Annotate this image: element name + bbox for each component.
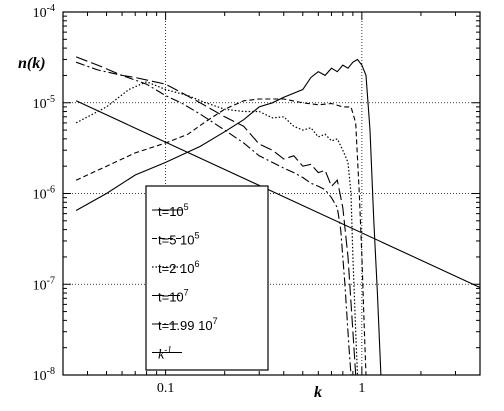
grid-lines bbox=[63, 12, 480, 375]
legend-label-0: t=105 bbox=[158, 202, 189, 219]
legend-label-5: k-1 bbox=[158, 345, 172, 363]
series-line-1 bbox=[75, 98, 367, 376]
y-tick-label-1: 10-7 bbox=[33, 275, 55, 293]
axis-ticks: 0.1 1 10-8 10-7 10-6 10-5 10-4 bbox=[33, 3, 481, 396]
legend-label-4: t=1.99 107 bbox=[158, 316, 218, 333]
series-line-0 bbox=[75, 58, 382, 376]
legend-label-2: t=2 106 bbox=[158, 259, 200, 276]
legend: t=105 t=5 105 t=2 106 t=107 t=1.99 107 k-1 bbox=[145, 185, 269, 371]
y-axis-label: n(k) bbox=[18, 55, 46, 72]
legend-box bbox=[145, 185, 269, 371]
legend-label-1: t=5 105 bbox=[158, 231, 200, 248]
x-axis-label: k bbox=[314, 384, 322, 401]
y-tick-label-4: 10-4 bbox=[33, 3, 55, 21]
y-tick-label-2: 10-6 bbox=[33, 185, 55, 203]
series-group bbox=[75, 56, 481, 376]
series-line-2 bbox=[75, 81, 359, 376]
x-tick-label-0: 0.1 bbox=[157, 381, 175, 396]
x-tick-label-1: 1 bbox=[358, 381, 365, 396]
y-tick-label-3: 10-5 bbox=[33, 94, 55, 112]
series-line-3 bbox=[75, 56, 357, 376]
series-line-4 bbox=[75, 61, 352, 376]
y-tick-label-0: 10-8 bbox=[33, 366, 55, 384]
series-line-5 bbox=[75, 100, 481, 288]
legend-label-3: t=107 bbox=[158, 288, 189, 305]
